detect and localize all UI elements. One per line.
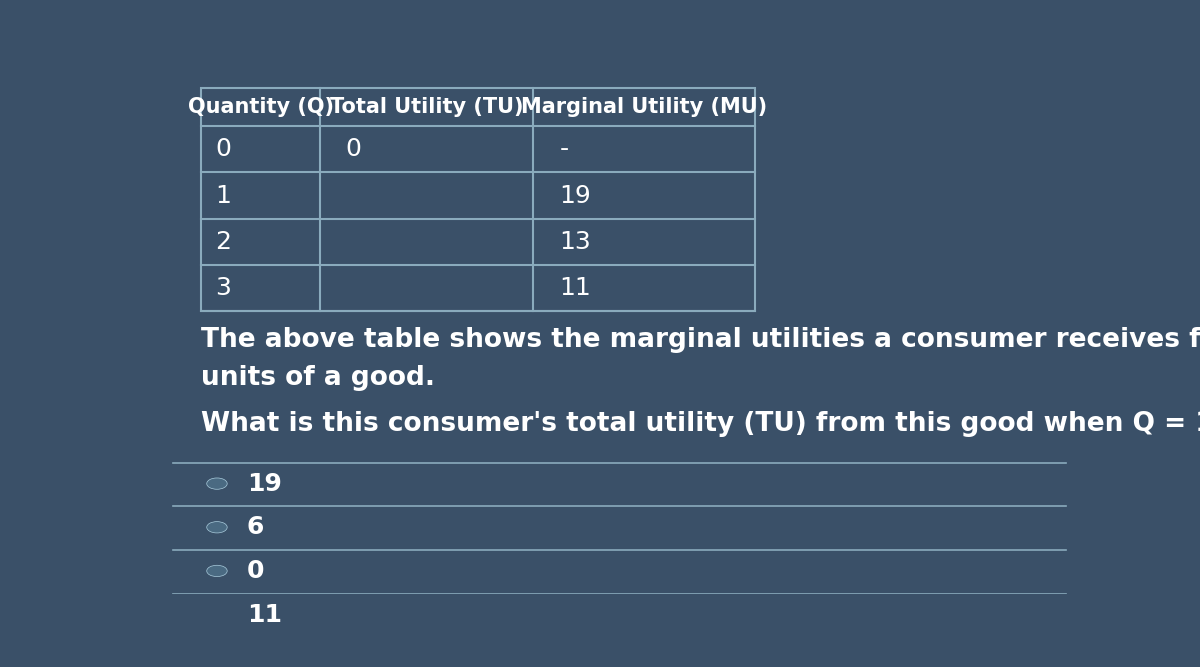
Text: 0: 0 bbox=[216, 137, 232, 161]
Bar bbox=[202, 88, 755, 311]
Circle shape bbox=[206, 609, 227, 620]
Text: Quantity (Q): Quantity (Q) bbox=[187, 97, 334, 117]
Text: 3: 3 bbox=[216, 276, 232, 300]
Text: 11: 11 bbox=[247, 602, 282, 626]
Circle shape bbox=[206, 478, 227, 490]
Text: Total Utility (TU): Total Utility (TU) bbox=[330, 97, 523, 117]
Text: 11: 11 bbox=[559, 276, 592, 300]
Text: 0: 0 bbox=[346, 137, 361, 161]
Circle shape bbox=[206, 522, 227, 533]
Text: units of a good.: units of a good. bbox=[202, 365, 436, 391]
Text: 0: 0 bbox=[247, 559, 264, 583]
Text: 19: 19 bbox=[559, 183, 592, 207]
Text: 2: 2 bbox=[216, 230, 232, 254]
Text: Marginal Utility (MU): Marginal Utility (MU) bbox=[521, 97, 767, 117]
Text: -: - bbox=[559, 137, 569, 161]
Circle shape bbox=[206, 565, 227, 576]
Text: What is this consumer's total utility (TU) from this good when Q = 1?: What is this consumer's total utility (T… bbox=[202, 412, 1200, 438]
Text: The above table shows the marginal utilities a consumer receives from specific: The above table shows the marginal utili… bbox=[202, 327, 1200, 353]
Text: 19: 19 bbox=[247, 472, 282, 496]
Text: 6: 6 bbox=[247, 516, 264, 540]
Text: 13: 13 bbox=[559, 230, 592, 254]
Text: 1: 1 bbox=[216, 183, 232, 207]
